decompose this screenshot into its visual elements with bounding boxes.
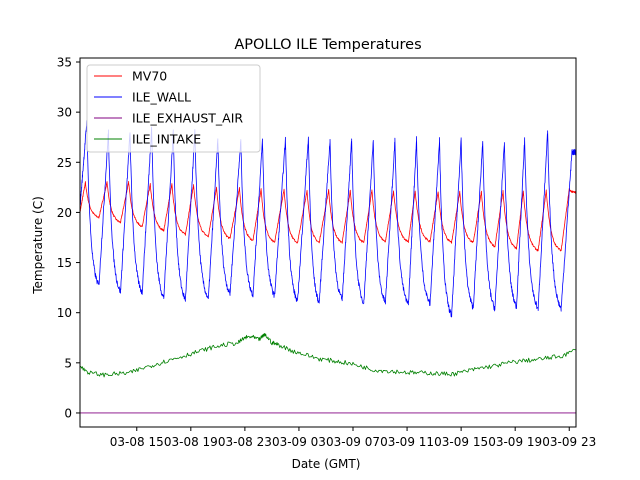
legend: MV70 ILE_WALL ILE_EXHAUST_AIR ILE_INTAKE: [86, 64, 261, 153]
y-axis-label: Temperature (C): [31, 196, 45, 295]
y-tick-label: 35: [57, 56, 72, 70]
chart-title: APOLLO ILE Temperatures: [234, 37, 421, 53]
legend-label: ILE_EXHAUST_AIR: [132, 111, 243, 126]
y-tick-label: 20: [57, 206, 72, 220]
y-tick-label: 5: [64, 356, 72, 370]
legend-box: [86, 64, 261, 153]
y-tick-label: 10: [57, 306, 72, 320]
x-tick-label: 03-09 19: [488, 435, 542, 449]
legend-label: ILE_INTAKE: [132, 132, 201, 147]
y-tick-label: 25: [57, 156, 72, 170]
y-tick-label: 15: [57, 256, 72, 270]
y-tick-label: 0: [64, 406, 72, 420]
x-tick-label: 03-08 23: [218, 435, 272, 449]
x-tick-label: 03-09 23: [542, 435, 596, 449]
x-tick-label: 03-08 19: [164, 435, 218, 449]
plot-frame: [79, 57, 577, 428]
series-line-ile-wall: [80, 120, 576, 318]
x-tick-label: 03-09 15: [434, 435, 488, 449]
x-tick-label: 03-09 07: [326, 435, 380, 449]
series-line-mv70: [80, 181, 576, 252]
series-layer: [80, 120, 576, 414]
legend-label: ILE_WALL: [132, 90, 191, 105]
x-tick-label: 03-08 15: [110, 435, 164, 449]
legend-label: MV70: [132, 69, 167, 84]
x-axis-label: Date (GMT): [292, 457, 361, 471]
x-tick-label: 03-09 11: [380, 435, 434, 449]
y-tick-label: 30: [57, 106, 72, 120]
series-line-ile-intake: [80, 332, 576, 378]
x-tick-label: 03-09 03: [272, 435, 326, 449]
